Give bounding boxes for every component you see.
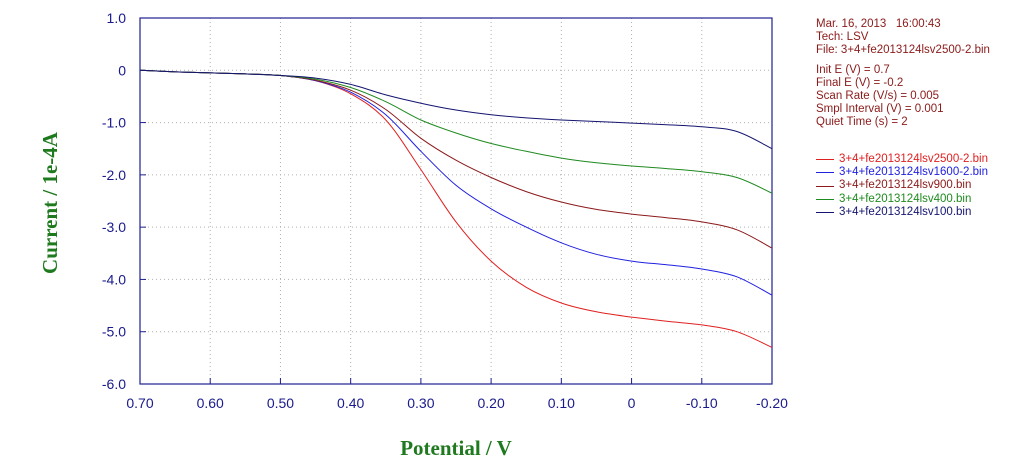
y-tick-label: -4.0 bbox=[102, 271, 126, 287]
legend-label: 3+4+fe2013124lsv400.bin bbox=[839, 192, 972, 205]
x-tick-label: -0.20 bbox=[756, 395, 788, 411]
legend-swatch bbox=[816, 211, 834, 213]
series-lines bbox=[139, 69, 773, 348]
legend-item: 3+4+fe2013124lsv2500-2.bin bbox=[816, 153, 988, 166]
legend-swatch bbox=[816, 198, 834, 200]
y-axis-title: Current / 1e-4A bbox=[38, 131, 62, 274]
legend-label: 3+4+fe2013124lsv2500-2.bin bbox=[839, 153, 988, 165]
x-tick-label: 0.70 bbox=[126, 395, 153, 411]
legend-swatch bbox=[816, 159, 834, 161]
legend-item: 3+4+fe2013124lsv1600-2.bin bbox=[816, 166, 988, 179]
y-axis: 1.0 0 -1.0 -2.0 -3.0 -4.0 -5.0 -6.0 bbox=[102, 10, 146, 392]
series-line-5 bbox=[139, 69, 773, 150]
y-tick-label: -1.0 bbox=[102, 115, 126, 131]
info-init-e: Init E (V) = 0.7 bbox=[816, 63, 890, 76]
y-tick-label: -6.0 bbox=[102, 376, 126, 392]
y-tick-label: -3.0 bbox=[102, 219, 126, 235]
legend-item: 3+4+fe2013124lsv100.bin bbox=[816, 206, 988, 219]
x-tick-label: 0.60 bbox=[197, 395, 224, 411]
y-tick-label: 0 bbox=[118, 62, 126, 78]
experiment-info: Mar. 16, 2013 16:00:43 Tech: LSV File: 3… bbox=[816, 18, 990, 130]
x-tick-label: 0.10 bbox=[548, 395, 575, 411]
series-line-2 bbox=[139, 69, 773, 296]
series-line-1 bbox=[139, 69, 773, 348]
info-quiet-time: Quiet Time (s) = 2 bbox=[816, 116, 908, 129]
info-tech: Tech: LSV bbox=[816, 31, 869, 44]
legend-swatch bbox=[816, 185, 834, 187]
y-tick-label: -5.0 bbox=[102, 324, 126, 340]
legend-label: 3+4+fe2013124lsv100.bin bbox=[839, 205, 972, 218]
x-axis: 0.70 0.60 0.50 0.40 0.30 0.20 0.10 0 -0.10 -0.20 bbox=[126, 378, 788, 411]
legend-item: 3+4+fe2013124lsv900.bin bbox=[816, 179, 988, 192]
legend-swatch bbox=[816, 172, 834, 174]
x-tick-label: 0.20 bbox=[477, 395, 504, 411]
info-final-e: Final E (V) = -0.2 bbox=[816, 76, 904, 89]
grid bbox=[139, 17, 773, 385]
info-date: Mar. 16, 2013 16:00:43 bbox=[816, 18, 941, 30]
x-tick-label: 0.30 bbox=[407, 395, 434, 411]
x-tick-label: 0 bbox=[628, 395, 636, 411]
legend-label: 3+4+fe2013124lsv900.bin bbox=[839, 179, 972, 192]
x-axis-title: Potential / V bbox=[400, 436, 512, 460]
info-file: File: 3+4+fe2013124lsv2500-2.bin bbox=[816, 44, 990, 57]
y-tick-label: 1.0 bbox=[107, 10, 127, 26]
legend: 3+4+fe2013124lsv2500-2.bin 3+4+fe2013124l… bbox=[816, 153, 988, 219]
info-scan-rate: Scan Rate (V/s) = 0.005 bbox=[816, 90, 940, 103]
x-tick-label: -0.10 bbox=[686, 395, 718, 411]
plot-frame bbox=[139, 17, 773, 385]
x-tick-label: 0.50 bbox=[267, 395, 294, 411]
legend-label: 3+4+fe2013124lsv1600-2.bin bbox=[839, 166, 988, 179]
y-tick-label: -2.0 bbox=[102, 167, 126, 183]
legend-item: 3+4+fe2013124lsv400.bin bbox=[816, 193, 988, 206]
info-smpl-interval: Smpl Interval (V) = 0.001 bbox=[816, 103, 944, 116]
x-tick-label: 0.40 bbox=[337, 395, 364, 411]
